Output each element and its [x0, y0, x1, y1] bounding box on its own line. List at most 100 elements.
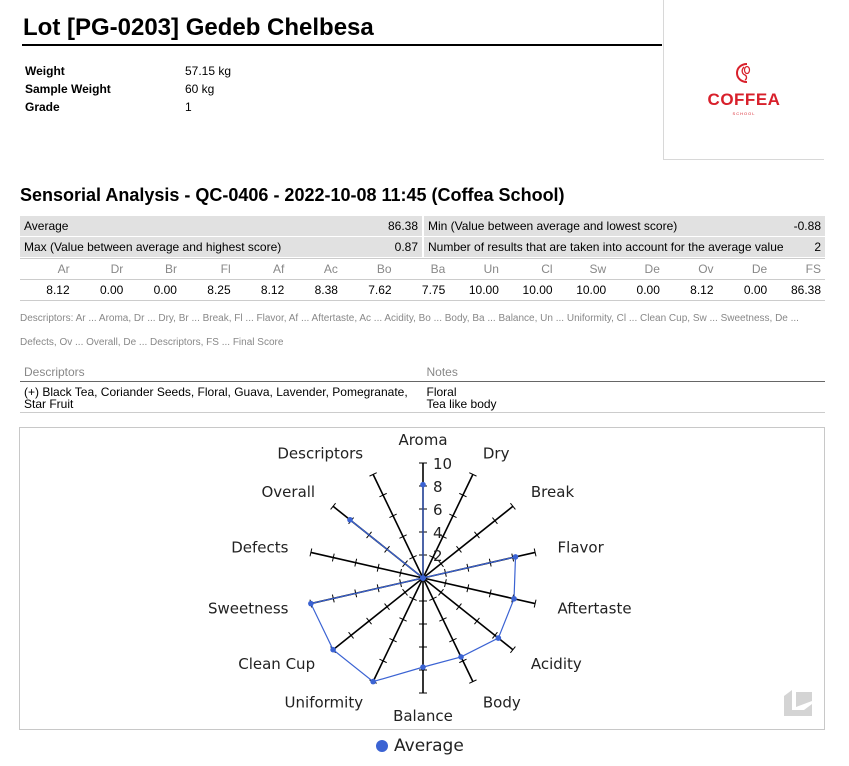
radar-category-label: Break — [531, 483, 575, 501]
descriptors-notes-table: Descriptors Notes (+) Black Tea, Coriand… — [20, 363, 825, 413]
radar-tick-mark — [456, 545, 462, 553]
meta-row-weight: Weight 57.15 kg — [25, 62, 231, 80]
notes-value: Floral Tea like body — [422, 381, 825, 413]
logo-panel: COFFEA SCHOOL — [663, 0, 824, 160]
radar-category-label: Uniformity — [285, 693, 364, 711]
summary-label: Min (Value between average and lowest sc… — [428, 219, 678, 233]
summary-label: Max (Value between average and highest s… — [24, 240, 282, 254]
radar-point — [420, 481, 426, 488]
summary-value: 2 — [814, 240, 821, 254]
radar-series-line — [310, 484, 517, 683]
radar-tick-mark — [379, 492, 387, 498]
radar-tick-label: 6 — [433, 501, 443, 519]
radar-chart-frame: Aroma Dry Break Flavor Aftertaste Acidity Body… — [19, 427, 825, 730]
radar-tick-mark — [389, 513, 397, 519]
radar-tick-label: 8 — [433, 478, 443, 496]
radar-point — [458, 654, 464, 660]
radar-tick-mark — [466, 584, 470, 593]
radar-tick-mark — [444, 579, 447, 588]
radar-category-label: Flavor — [558, 538, 605, 556]
radar-tick-mark — [379, 658, 387, 664]
logo-wordmark: COFFEA — [707, 90, 781, 109]
meta-value: 57.15 kg — [185, 64, 232, 78]
meta-label: Weight — [25, 64, 65, 78]
radar-point — [370, 678, 376, 685]
radar-tick-mark — [492, 517, 498, 525]
radar-category-label: Overall — [261, 483, 315, 501]
radar-point — [511, 595, 517, 602]
radar-point — [512, 554, 519, 560]
radar-tick-mark — [456, 603, 462, 611]
radar-tick-mark — [399, 617, 407, 622]
summary-row: Average 86.38 Min (Value between average… — [20, 216, 825, 236]
radar-point — [330, 646, 336, 653]
score-header-cell: De — [610, 258, 664, 280]
radar-tick-mark — [309, 548, 313, 557]
radar-tick-mark — [409, 555, 417, 560]
score-value-cell: 0.00 — [717, 279, 772, 301]
analysis-title: Sensorial Analysis - QC-0406 - 2022-10-0… — [20, 185, 565, 205]
radar-tick-label: 2 — [433, 547, 443, 565]
radar-axis — [372, 474, 424, 579]
radar-tick-mark — [474, 617, 480, 625]
radar-tick-mark — [402, 588, 408, 596]
radar-tick-mark — [376, 563, 380, 572]
score-value-cell: 8.25 — [180, 279, 235, 301]
radar-axis — [422, 577, 474, 682]
radar-tick-mark — [449, 637, 457, 643]
descriptors-header: Descriptors — [20, 363, 423, 382]
radar-tick-label: 10 — [433, 455, 452, 473]
radar-tick-mark — [469, 472, 477, 477]
summary-value: 86.38 — [387, 219, 418, 233]
score-header-cell: Bo — [341, 258, 396, 280]
summary-row: Max (Value between average and highest s… — [20, 237, 825, 257]
radar-point — [420, 664, 426, 670]
radar-tick-label: 4 — [433, 524, 443, 542]
score-header-cell: Sw — [556, 258, 611, 280]
scores-header-row: Ar Dr Br Fl Af Ac Bo Ba Un Cl Sw De Ov De FS — [20, 258, 825, 280]
radar-category-label: Body — [483, 693, 521, 711]
notes-header: Notes — [422, 363, 825, 382]
score-header-cell: Ac — [288, 258, 342, 280]
score-value-cell: 0.00 — [73, 279, 128, 301]
radar-point — [420, 575, 426, 581]
coffea-logo: COFFEA SCHOOL — [664, 62, 824, 116]
radar-tick-mark — [449, 513, 457, 519]
radar-category-label: Sweetness — [208, 600, 289, 618]
meta-value: 1 — [185, 100, 192, 114]
radar-axis — [332, 577, 424, 651]
radar-chart: Aroma Dry Break Flavor Aftertaste Acidity Body… — [208, 431, 812, 725]
radar-tick-mark — [459, 492, 467, 498]
radar-tick-mark — [439, 617, 447, 622]
meta-row-sample-weight: Sample Weight 60 kg — [25, 80, 231, 98]
meta-label: Sample Weight — [25, 82, 111, 96]
score-value-cell: 8.12 — [663, 279, 718, 301]
radar-category-label: Descriptors — [277, 445, 363, 463]
lot-meta: Weight 57.15 kg Sample Weight 60 kg Grad… — [25, 62, 231, 116]
summary-value: 0.87 — [394, 240, 418, 254]
radar-tick-mark — [510, 646, 516, 654]
radar-tick-mark — [409, 596, 417, 601]
chart-legend: Average — [376, 736, 464, 756]
radar-tick-mark — [399, 568, 402, 577]
score-value-cell: 86.38 — [771, 279, 825, 301]
meta-row-grade: Grade 1 — [25, 98, 231, 116]
radar-category-label: Dry — [483, 445, 510, 463]
radar-tick-mark — [438, 560, 444, 568]
score-value-cell: 8.12 — [20, 279, 74, 301]
summary-value: -0.88 — [793, 219, 821, 233]
score-header-cell: Fl — [180, 258, 235, 280]
radar-tick-mark — [492, 631, 498, 639]
radar-point — [308, 600, 314, 607]
radar-tick-mark — [459, 658, 467, 664]
radar-tick-mark — [330, 502, 336, 510]
score-value-cell: 7.62 — [341, 279, 396, 301]
scores-value-row: 8.12 0.00 0.00 8.25 8.12 8.38 7.62 7.75 10.00 10.… — [20, 279, 825, 301]
radar-point — [495, 635, 502, 641]
descriptors-header-row: Descriptors Notes — [20, 363, 825, 382]
radar-tick-mark — [366, 617, 372, 625]
summary-average: Average 86.38 — [20, 216, 422, 236]
note-line: Floral — [426, 385, 457, 399]
radar-tick-mark — [533, 548, 537, 557]
radar-point — [347, 516, 353, 523]
